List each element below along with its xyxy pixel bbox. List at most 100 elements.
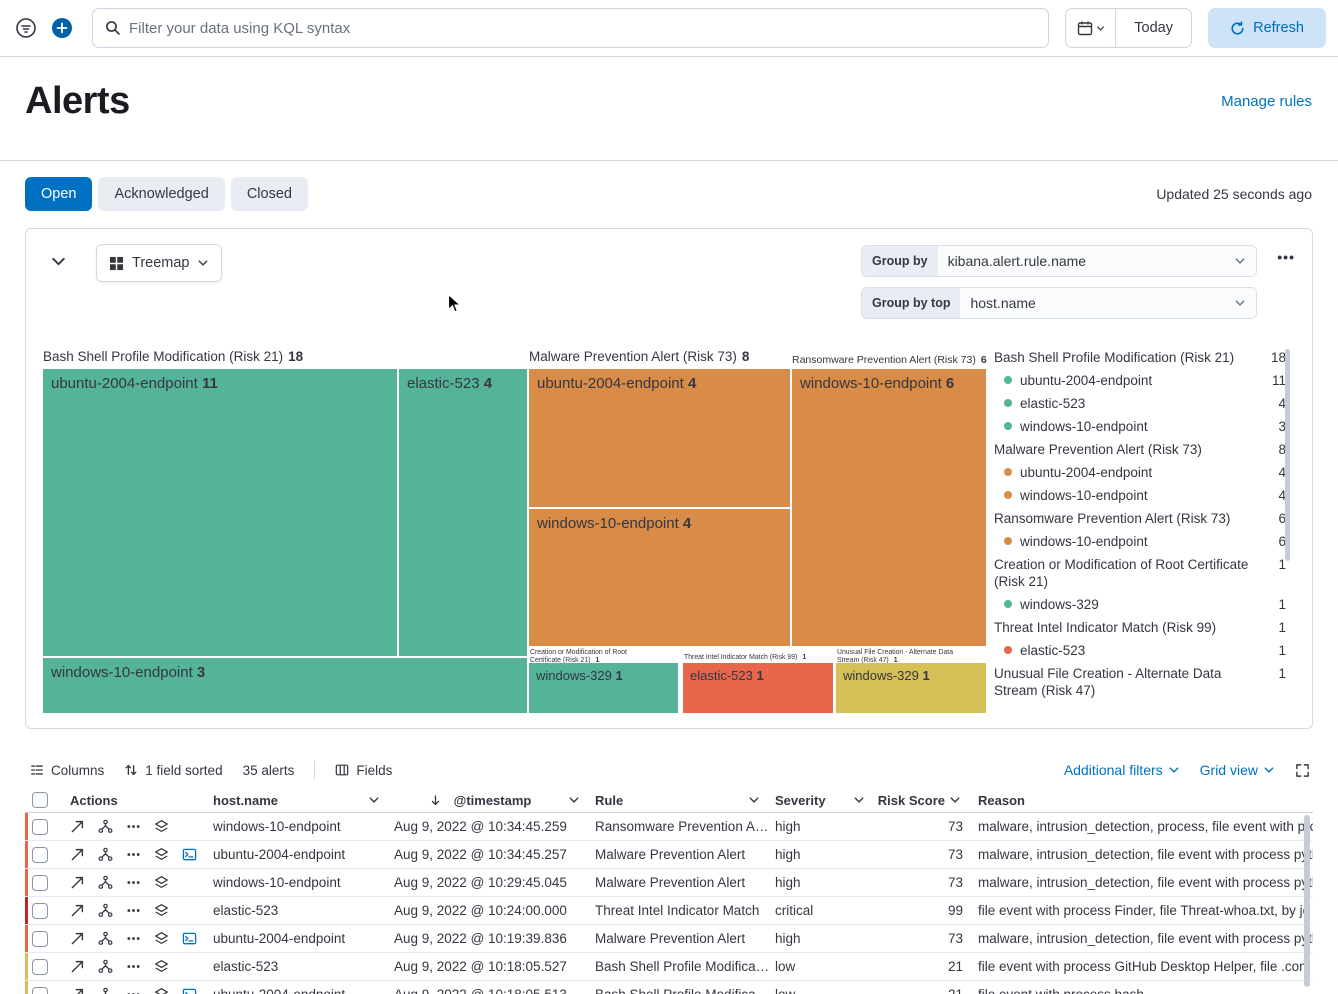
panel-more-actions-button[interactable]: ••• [1277,249,1295,265]
legend-item[interactable]: windows-10-endpoint 6 [994,530,1286,553]
cell-host-name[interactable]: ubuntu-2004-endpoint [213,847,346,862]
kql-search-field[interactable] [92,8,1050,48]
cell-reason[interactable]: malware, intrusion_detection, file event… [978,847,1313,862]
expand-alert-button[interactable] [70,875,85,890]
cell-reason[interactable]: malware, intrusion_detection, process, f… [978,819,1313,834]
cell-severity[interactable]: critical [775,903,814,918]
manage-rules-link[interactable]: Manage rules [1221,92,1312,110]
legend-group-title[interactable]: Unusual File Creation - Alternate Data S… [994,666,1286,698]
treemap-cell[interactable]: elastic-523 4 [399,369,527,656]
cell-rule[interactable]: Malware Prevention Alert [595,931,746,946]
status-filter-closed[interactable]: Closed [230,177,308,211]
analyze-event-button[interactable] [98,847,113,862]
legend-item[interactable]: windows-329 1 [994,593,1286,616]
legend-item[interactable]: ubuntu-2004-endpoint 11 [994,369,1286,392]
more-actions-button[interactable] [126,903,141,918]
date-quick-select-button[interactable] [1066,9,1117,47]
row-checkbox[interactable] [32,902,48,919]
cell-host-name[interactable]: ubuntu-2004-endpoint [205,987,390,994]
column-menu-icon[interactable] [949,794,961,806]
cell-host-name[interactable]: elastic-523 [213,903,279,918]
legend-scrollbar[interactable] [1285,349,1290,561]
cell-severity[interactable]: high [775,847,801,862]
legend-group-title[interactable]: Malware Prevention Alert (Risk 73) 8 [994,442,1286,457]
more-actions-button[interactable] [126,931,141,946]
fullscreen-button[interactable] [1295,763,1310,778]
more-actions-button[interactable] [126,959,141,974]
expand-alert-button[interactable] [70,959,85,974]
cell-severity[interactable]: high [775,819,801,834]
row-checkbox[interactable] [32,874,48,891]
analyze-event-button[interactable] [98,931,113,946]
cell-risk-score[interactable]: 73 [947,931,963,946]
cell-reason[interactable]: file event with process Finder, file Thr… [978,903,1310,918]
cell-rule[interactable]: Bash Shell Profile Modification [590,987,770,994]
add-to-timeline-button[interactable] [154,903,169,918]
cell-severity[interactable]: high [775,931,801,946]
analyze-event-button[interactable] [98,819,113,834]
cell-risk-score[interactable]: 73 [947,819,963,834]
add-to-timeline-button[interactable] [154,987,169,994]
cell-timestamp[interactable]: Aug 9, 2022 @ 10:29:45.045 [394,875,567,890]
cell-risk-score[interactable]: 99 [947,903,963,918]
cell-timestamp[interactable]: Aug 9, 2022 @ 10:18:05.513 [390,987,590,994]
add-to-timeline-button[interactable] [154,847,169,862]
expand-alert-button[interactable] [70,931,85,946]
legend-item[interactable]: elastic-523 1 [994,639,1286,662]
cell-host-name[interactable]: ubuntu-2004-endpoint [213,931,346,946]
row-checkbox[interactable] [32,958,48,975]
sort-fields-button[interactable]: 1 field sorted [124,763,223,778]
cell-timestamp[interactable]: Aug 9, 2022 @ 10:34:45.257 [394,847,567,862]
add-to-timeline-button[interactable] [154,819,169,834]
cell-rule[interactable]: Ransomware Prevention Alert [595,819,770,834]
row-checkbox[interactable] [32,818,48,835]
columns-button[interactable]: Columns [30,763,104,778]
group-by-top-select[interactable]: host.name [960,288,1256,318]
analyze-event-button[interactable] [98,959,113,974]
legend-item[interactable]: windows-10-endpoint 4 [994,484,1286,507]
cell-risk-score[interactable]: 73 [947,875,963,890]
cell-timestamp[interactable]: Aug 9, 2022 @ 10:18:05.527 [394,959,567,974]
cell-timestamp[interactable]: Aug 9, 2022 @ 10:34:45.259 [394,819,567,834]
table-scrollbar[interactable] [1304,815,1310,987]
treemap-cell[interactable]: elastic-523 1 [683,663,833,713]
refresh-button[interactable]: Refresh [1208,8,1326,48]
column-header-rule[interactable]: Rule [590,793,770,808]
expand-alert-button[interactable] [70,847,85,862]
cell-risk-score[interactable]: 21 [947,959,963,974]
legend-group-title[interactable]: Threat Intel Indicator Match (Risk 99) 1 [994,620,1286,635]
legend-group-title[interactable]: Ransomware Prevention Alert (Risk 73) 6 [994,511,1286,526]
column-menu-icon[interactable] [748,794,760,806]
expand-alert-button[interactable] [70,987,85,994]
cell-rule[interactable]: Bash Shell Profile Modification [595,959,770,974]
status-filter-open[interactable]: Open [25,177,93,211]
date-today-button[interactable]: Today [1116,9,1191,47]
grid-view-button[interactable]: Grid view [1200,762,1275,778]
expand-alert-button[interactable] [70,819,85,834]
column-menu-icon[interactable] [853,794,865,806]
add-to-timeline-button[interactable] [154,875,169,890]
cell-host-name[interactable]: windows-10-endpoint [213,875,341,890]
cell-severity[interactable]: low [770,987,875,994]
column-header--timestamp[interactable]: @timestamp [390,793,590,808]
more-actions-button[interactable] [126,875,141,890]
cell-timestamp[interactable]: Aug 9, 2022 @ 10:24:00.000 [394,903,567,918]
open-session-view-button[interactable] [182,931,197,946]
treemap-cell[interactable]: windows-329 1 [529,663,678,713]
panel-collapse-button[interactable] [50,253,67,270]
legend-group-title[interactable]: Creation or Modification of Root Certifi… [994,557,1286,589]
more-actions-button[interactable] [126,847,141,862]
add-filter-button[interactable] [48,14,76,42]
chart-type-select[interactable]: Treemap [96,244,223,282]
column-header-risk-score[interactable]: Risk Score [875,793,965,808]
cell-reason[interactable]: malware, intrusion_detection, file event… [978,931,1313,946]
cell-rule[interactable]: Threat Intel Indicator Match [595,903,760,918]
legend-item[interactable]: elastic-523 4 [994,392,1286,415]
open-session-view-button[interactable] [182,987,197,994]
cell-risk-score[interactable]: 21 [875,987,965,994]
treemap-cell[interactable]: ubuntu-2004-endpoint 11 [43,369,397,656]
legend-item[interactable]: ubuntu-2004-endpoint 4 [994,461,1286,484]
select-all-checkbox[interactable] [32,792,48,808]
row-checkbox[interactable] [32,846,48,863]
row-checkbox[interactable] [32,986,48,994]
